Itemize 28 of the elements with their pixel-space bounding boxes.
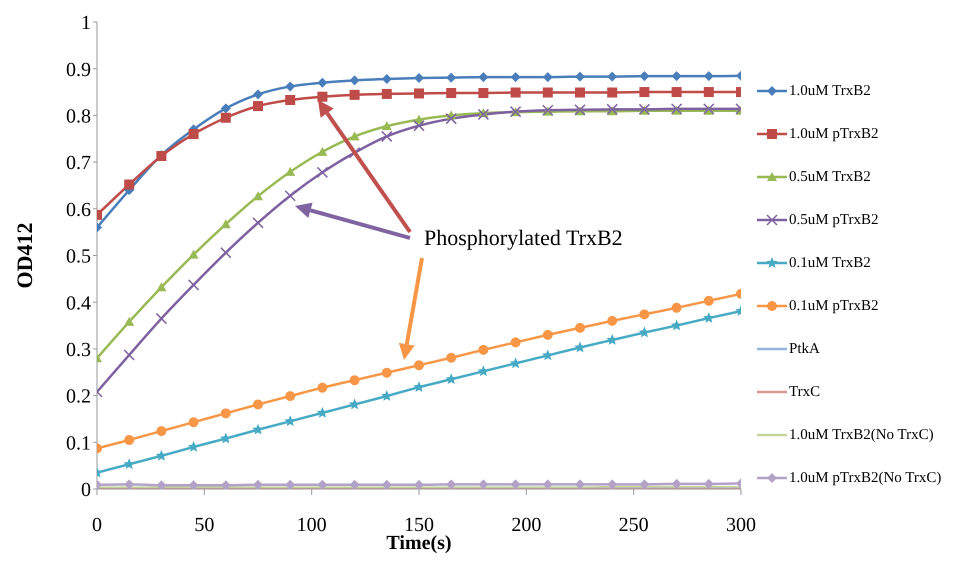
legend-label: TrxC	[789, 384, 820, 400]
x-tick-label: 100	[296, 514, 327, 536]
y-tick-label: 0.6	[66, 198, 91, 221]
legend-label: 1.0uM pTrxB2(No TrxC)	[789, 470, 942, 486]
y-tick-label: 0.1	[66, 432, 91, 454]
legend-label: PtkA	[789, 340, 820, 358]
y-tick-label: 0	[81, 479, 91, 502]
y-tick-label: 0.5	[66, 246, 91, 268]
legend-label: 0.1uM TrxB2	[789, 254, 871, 272]
x-tick-label: 250	[618, 514, 649, 536]
x-tick-label: 200	[511, 514, 542, 536]
y-tick-label: 0.3	[66, 339, 91, 361]
legend-label: 1.0uM TrxB2	[789, 82, 871, 100]
legend-label: 1.0uM pTrxB2	[789, 126, 878, 142]
annotation: Phosphorylated TrxB2	[424, 225, 623, 251]
y-tick-label: 0.4	[66, 292, 91, 314]
y-tick-label: 1	[81, 12, 91, 34]
y-tick-label: 0.9	[66, 58, 91, 81]
legend-label: 0.1uM pTrxB2	[789, 298, 878, 314]
y-tick-label: 0.8	[66, 106, 91, 128]
legend-label: 0.5uM TrxB2	[789, 168, 871, 186]
legend-label: 1.0uM TrxB2(No TrxC)	[789, 426, 934, 444]
y-axis-title: OD412	[12, 222, 37, 288]
y-tick-label: 0.7	[66, 152, 91, 174]
x-tick-label: 50	[194, 514, 214, 536]
legend-label: 0.5uM pTrxB2	[789, 212, 878, 228]
x-tick-label: 300	[726, 514, 756, 536]
y-tick-label: 0.2	[66, 386, 91, 408]
